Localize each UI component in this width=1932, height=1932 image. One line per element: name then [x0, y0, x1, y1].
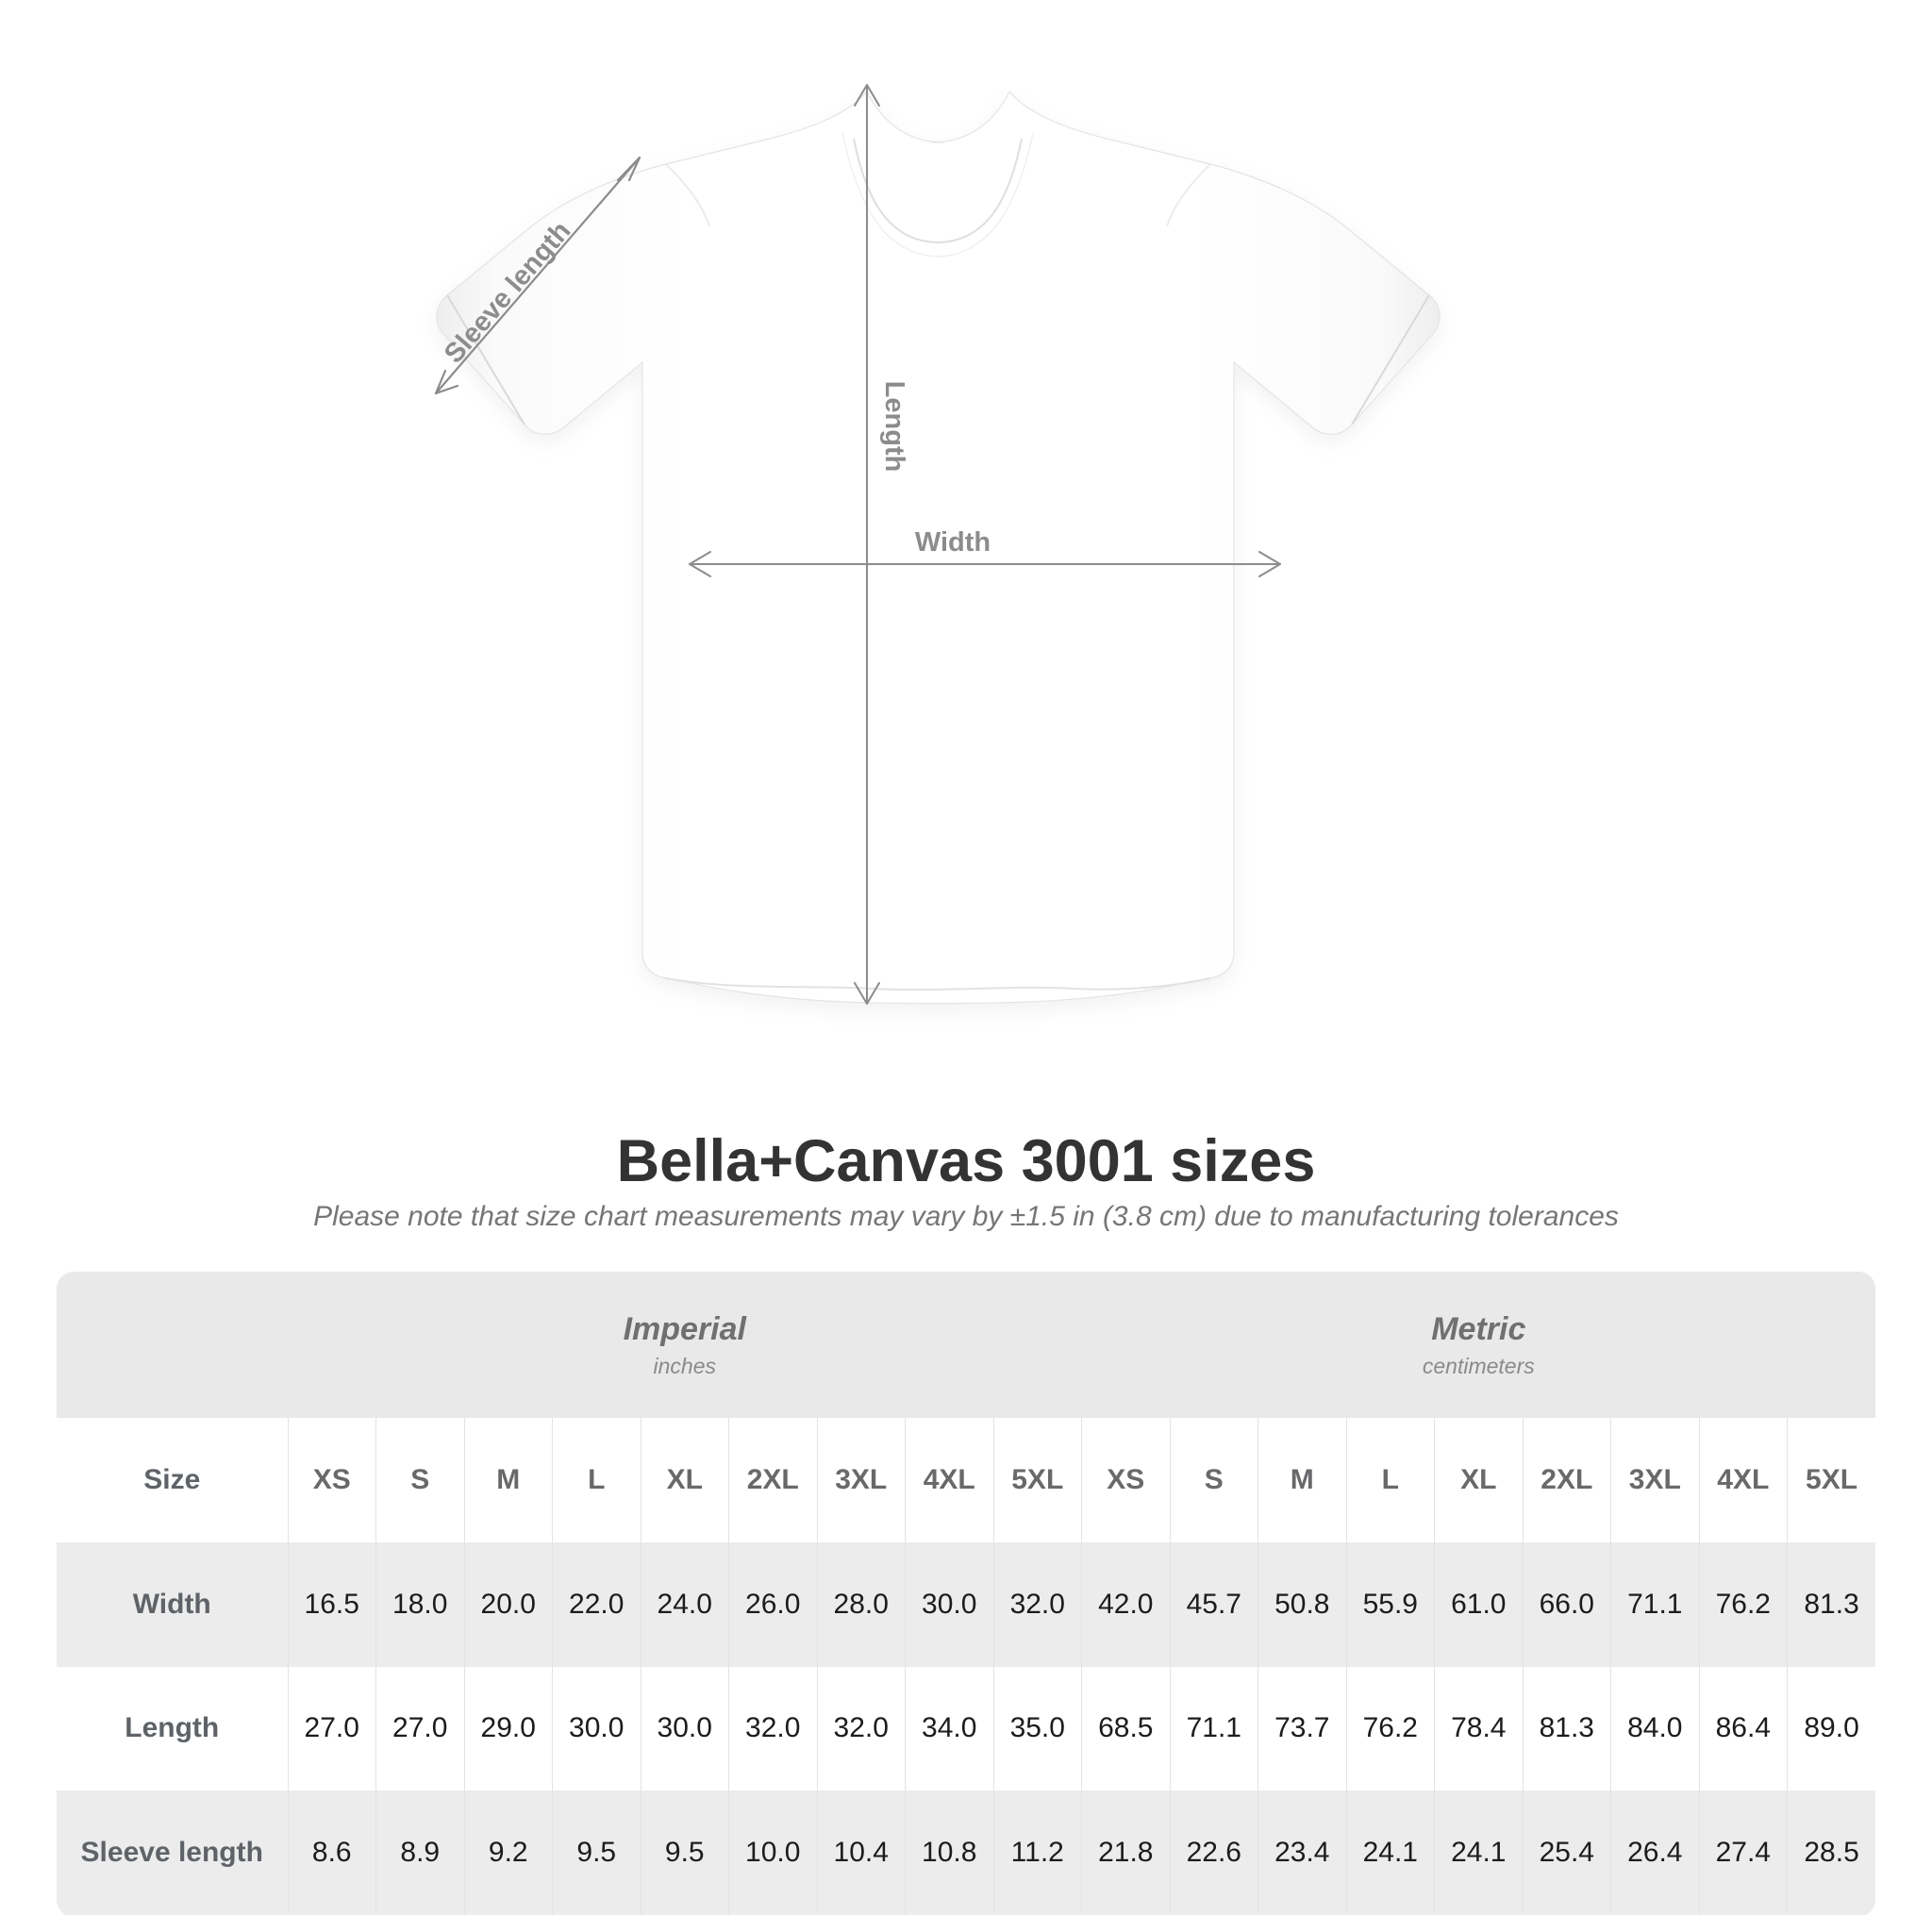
svg-text:Width: Width	[915, 527, 991, 558]
svg-text:Length: Length	[879, 381, 909, 473]
